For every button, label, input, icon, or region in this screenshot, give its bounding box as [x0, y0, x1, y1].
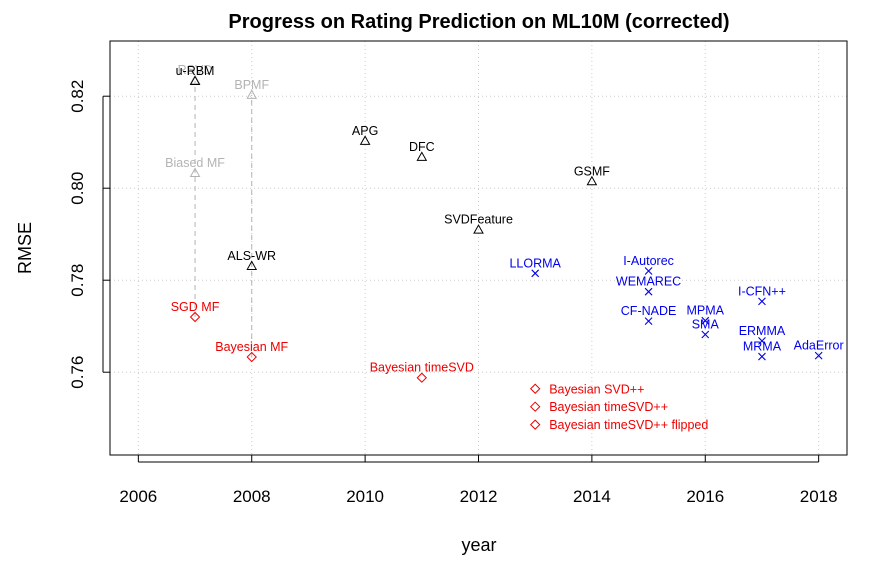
dashed-links	[194, 81, 253, 358]
point-marker-diamond	[189, 311, 201, 323]
point-label: Bayesian SVD++	[549, 382, 644, 396]
point-label: Bayesian timeSVD	[370, 361, 474, 375]
x-axis: 2006 2008 2010 2012 2014 2016 2018	[119, 455, 838, 506]
point-marker-x	[758, 337, 766, 345]
point-label: Bayesian MF	[215, 340, 288, 354]
x-tick-label: 2006	[119, 487, 157, 506]
point-label: SMA	[692, 317, 720, 331]
point-label: Biased MF	[165, 156, 225, 170]
point-label: Bayesian timeSVD++ flipped	[549, 418, 708, 432]
x-tick-label: 2010	[346, 487, 384, 506]
point-marker-x	[644, 317, 653, 326]
point-marker-x	[644, 267, 653, 275]
point-label: AdaError	[794, 339, 844, 353]
point-marker-x	[531, 269, 540, 278]
point-label: ALS-WR	[227, 249, 276, 263]
point-marker-x	[758, 297, 766, 306]
point-label: I-CFN++	[738, 284, 786, 298]
point-marker-triangle	[246, 89, 258, 99]
x-tick-label: 2018	[800, 487, 838, 506]
point-label: I-Autorec	[623, 254, 674, 268]
x-tick-label: 2014	[573, 487, 611, 506]
x-tick-label: 2016	[686, 487, 724, 506]
y-tick-label: 0.80	[68, 172, 87, 205]
y-axis-label: RMSE	[15, 222, 35, 274]
point-label: ERMMA	[739, 324, 786, 338]
plot-frame	[109, 40, 848, 456]
point-marker-triangle	[189, 167, 201, 178]
point-label: GSMF	[574, 164, 610, 178]
x-axis-label: year	[461, 535, 496, 555]
point-marker-diamond	[529, 419, 541, 430]
point-marker-diamond	[529, 383, 541, 394]
point-label: BPMF	[234, 78, 269, 92]
point-marker-diamond	[529, 401, 541, 412]
point-label: MRMA	[743, 340, 782, 354]
point-label: DFC	[409, 140, 435, 154]
y-tick-label: 0.76	[68, 356, 87, 389]
point-marker-triangle	[586, 175, 598, 186]
point-marker-diamond	[416, 372, 428, 383]
point-marker-x	[758, 352, 766, 361]
y-tick-label: 0.82	[68, 80, 87, 113]
chart-title: Progress on Rating Prediction on ML10M (…	[228, 11, 729, 33]
x-tick-label: 2012	[460, 487, 498, 506]
point-label: MPMA	[687, 304, 725, 318]
point-marker-x	[701, 316, 710, 325]
y-axis: 0.76 0.78 0.80 0.82	[68, 80, 110, 389]
point-label: WEMAREC	[616, 275, 681, 289]
point-label: SGD MF	[171, 300, 220, 314]
point-label: LLORMA	[509, 256, 561, 270]
point-marker-diamond	[246, 351, 257, 363]
point-label: CF-NADE	[621, 304, 677, 318]
point-label: SVDFeature	[444, 213, 513, 227]
point-marker-triangle	[416, 151, 428, 161]
point-marker-triangle	[189, 75, 201, 86]
y-tick-label: 0.78	[68, 264, 87, 297]
point-marker-triangle	[359, 135, 371, 145]
point-label: APG	[352, 124, 378, 138]
point-marker-x	[814, 351, 823, 360]
x-tick-label: 2008	[233, 487, 271, 506]
point-label: u-RBM	[176, 64, 215, 78]
grid-lines	[110, 41, 847, 455]
point-marker-x	[701, 330, 710, 339]
point-label: Bayesian timeSVD++	[549, 400, 668, 414]
point-marker-x	[644, 287, 653, 296]
point-marker-triangle	[473, 224, 484, 234]
point-marker-triangle	[246, 260, 258, 270]
point-label: RSVD	[178, 63, 213, 77]
